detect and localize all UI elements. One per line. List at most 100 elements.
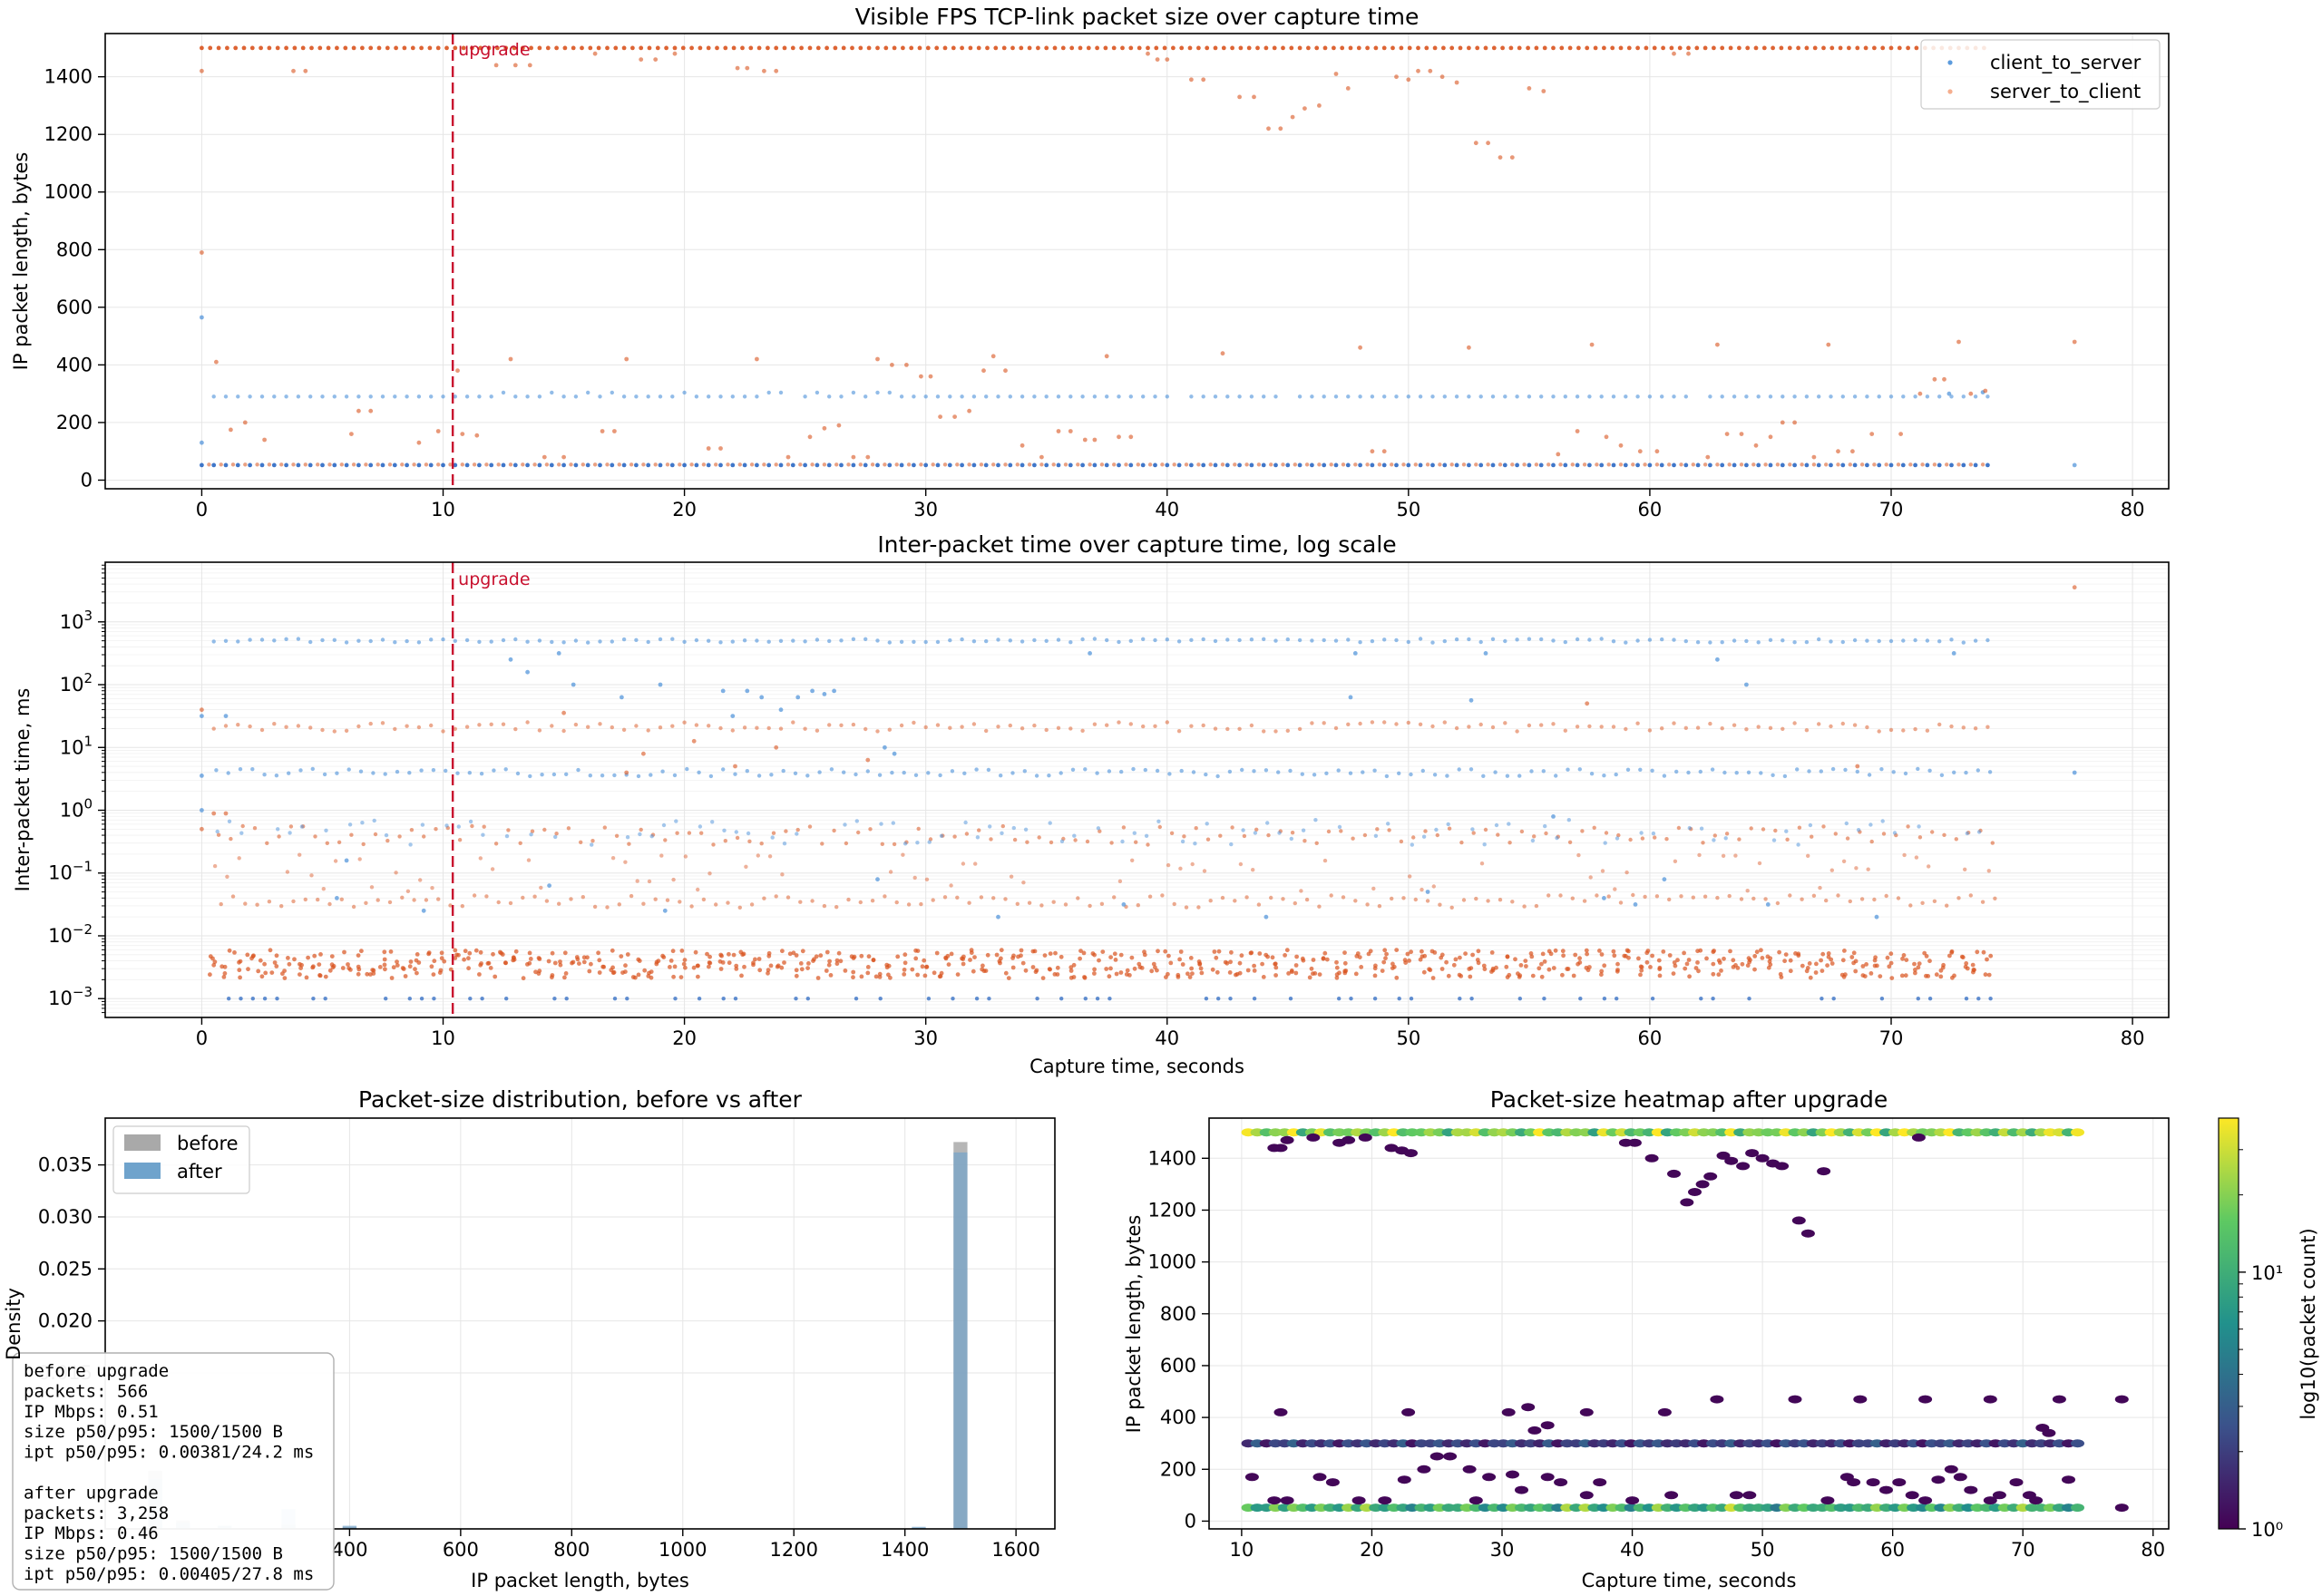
client-point [211, 639, 216, 644]
server-point [401, 967, 406, 971]
client-point [1638, 767, 1643, 772]
client-point [621, 462, 627, 468]
heatmap-xtick-label: 80 [2141, 1539, 2165, 1561]
size-scatter-xtick-label: 60 [1638, 499, 1663, 521]
client-point [1913, 394, 1917, 399]
client-point [1493, 770, 1498, 774]
server-point [1006, 976, 1011, 980]
server-point [1505, 954, 1510, 959]
client-point [347, 822, 353, 827]
server-point [938, 414, 942, 419]
server-point [1824, 898, 1829, 903]
server-point [1155, 968, 1159, 973]
server-point [707, 964, 711, 969]
client-point [1490, 394, 1496, 399]
server-point [1166, 971, 1170, 977]
server-point [613, 45, 619, 51]
server-point [1333, 725, 1339, 731]
server-point [1334, 972, 1340, 978]
server-point [629, 462, 634, 467]
server-point [1990, 841, 1995, 845]
server-point [948, 725, 952, 730]
server-point [1604, 831, 1609, 835]
server-point [610, 725, 614, 730]
server-point [1510, 900, 1515, 904]
client-point [730, 639, 735, 644]
client-point [200, 808, 204, 813]
server-point [236, 723, 240, 727]
server-point [1519, 829, 1525, 834]
server-point [431, 972, 436, 977]
server-point [890, 363, 894, 367]
server-point [438, 968, 444, 973]
server-point [670, 724, 675, 728]
server-point [815, 45, 821, 51]
client-point [1687, 825, 1693, 831]
server-point [1599, 968, 1605, 974]
client-point [226, 771, 230, 775]
server-point [1756, 725, 1761, 729]
server-point [614, 833, 620, 838]
client-point [842, 770, 846, 774]
server-point [1189, 724, 1194, 728]
server-point [1739, 897, 1744, 901]
server-point [1468, 974, 1473, 979]
server-point [277, 834, 281, 839]
server-point [1542, 45, 1547, 51]
server-point [1860, 964, 1866, 968]
client-point [1781, 638, 1785, 643]
server-point [695, 963, 700, 968]
client-point [1635, 638, 1640, 643]
server-point [1782, 959, 1787, 964]
client-point [1976, 997, 1981, 1001]
client-point [1300, 772, 1305, 776]
server-point [1850, 449, 1855, 454]
client-point [1056, 394, 1061, 399]
server-point [1382, 720, 1387, 725]
server-point [600, 429, 605, 433]
client-point [926, 997, 932, 1001]
client-point [1263, 768, 1269, 773]
server-point [1539, 723, 1544, 727]
server-point [1942, 376, 1946, 382]
server-point [1917, 961, 1922, 966]
server-point [1615, 968, 1620, 974]
server-point [1489, 950, 1495, 955]
server-point [1467, 45, 1471, 51]
client-point [356, 394, 361, 399]
server-point [1341, 895, 1346, 900]
client-point [1913, 462, 1918, 468]
client-point [1765, 902, 1771, 907]
client-point [1527, 462, 1532, 468]
server-point [1585, 701, 1590, 706]
server-point [1407, 45, 1412, 51]
server-point [925, 45, 931, 51]
client-point [843, 822, 847, 827]
server-point [1546, 967, 1552, 972]
server-point [1624, 954, 1628, 959]
server-point [658, 725, 663, 730]
client-point [1865, 638, 1869, 643]
server-point [491, 951, 495, 957]
server-point [554, 832, 559, 836]
client-point [1829, 639, 1833, 644]
server-point [303, 897, 307, 902]
client-point [1418, 394, 1423, 399]
server-point [785, 895, 791, 900]
server-point [902, 968, 907, 972]
client-point [272, 638, 277, 643]
server-point [1390, 896, 1394, 901]
client-point [1651, 831, 1656, 836]
server-point [1300, 956, 1305, 961]
colorbar-label: log10(packet count) [2298, 1228, 2319, 1419]
legend-swatch-after [124, 1163, 161, 1179]
server-point [934, 950, 940, 956]
server-point [1916, 965, 1921, 970]
server-point [323, 974, 328, 979]
client-point [1551, 394, 1556, 399]
client-point [504, 997, 509, 1001]
client-point [1903, 771, 1908, 776]
server-point [284, 725, 288, 729]
heatmap-cell [1506, 1470, 1519, 1479]
server-point [563, 971, 569, 976]
